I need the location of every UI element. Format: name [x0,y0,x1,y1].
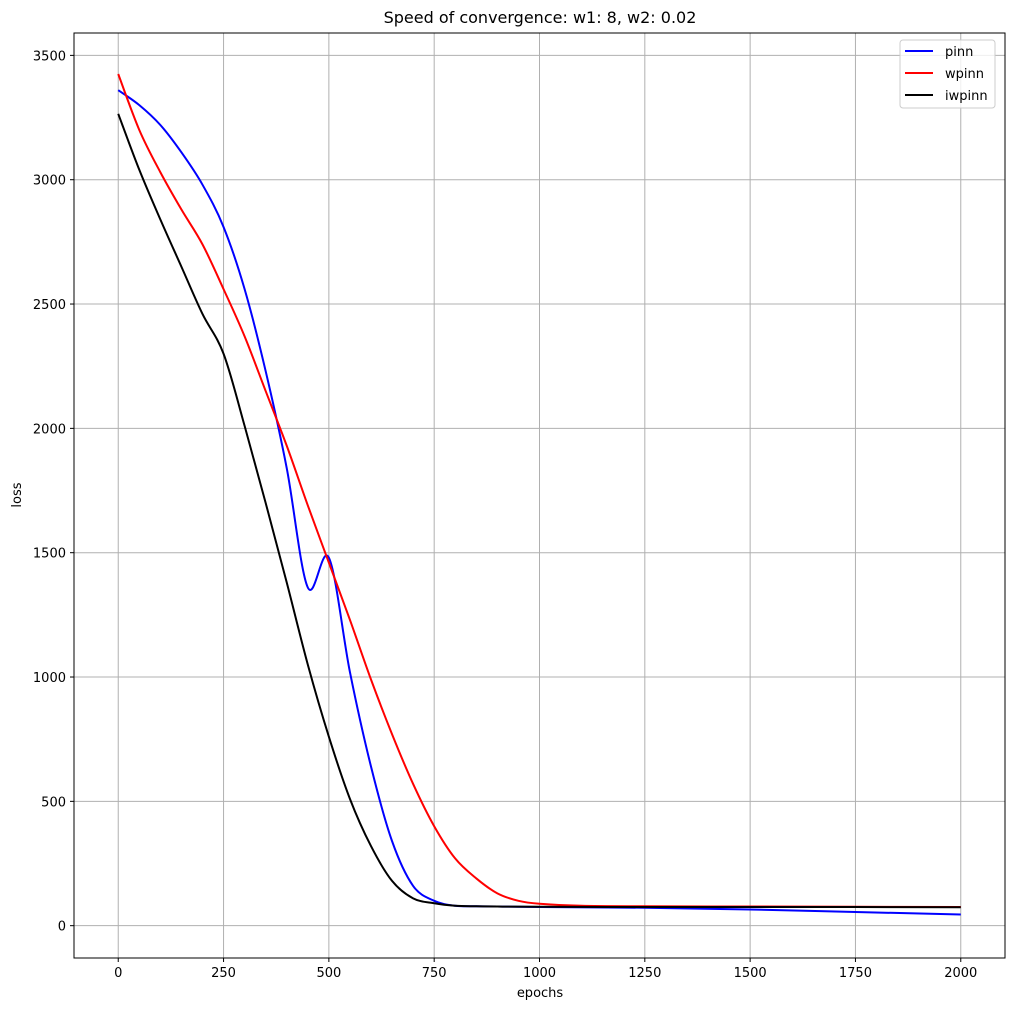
y-axis-label: loss [10,482,25,507]
x-tick-label: 1000 [523,966,556,981]
x-tick-label: 750 [422,966,447,981]
legend-box [899,39,996,109]
y-tick-label: 2000 [33,422,66,437]
y-tick-label: 3500 [33,49,66,64]
x-tick-label: 500 [316,966,341,981]
x-tick-label: 1250 [628,966,661,981]
y-tick-label: 0 [58,920,66,935]
chart-title: Speed of convergence: w1: 8, w2: 0.02 [384,8,697,27]
legend-label-wpinn: wpinn [945,67,984,82]
ticks: 0 250 500 750 1000 1250 1500 1750 2000 0 500 1000 15… [33,49,977,981]
x-tick-label: 250 [211,966,236,981]
legend: pinn wpinn iwpinn [899,39,996,109]
y-tick-label: 3000 [33,174,66,189]
x-tick-label: 2000 [944,966,977,981]
y-tick-label: 2500 [33,298,66,313]
y-tick-label: 1000 [33,671,66,686]
series-line-iwpinn [117,113,961,909]
x-axis-label: epochs [517,986,564,1001]
x-tick-label: 0 [114,966,122,981]
x-tick-label: 1500 [734,966,767,981]
series-layer [117,73,961,916]
x-tick-label: 1750 [839,966,872,981]
grid [74,33,1005,958]
y-tick-label: 1500 [33,547,66,562]
legend-label-pinn: pinn [945,45,973,60]
legend-label-iwpinn: iwpinn [945,89,988,104]
y-tick-label: 500 [41,795,66,810]
